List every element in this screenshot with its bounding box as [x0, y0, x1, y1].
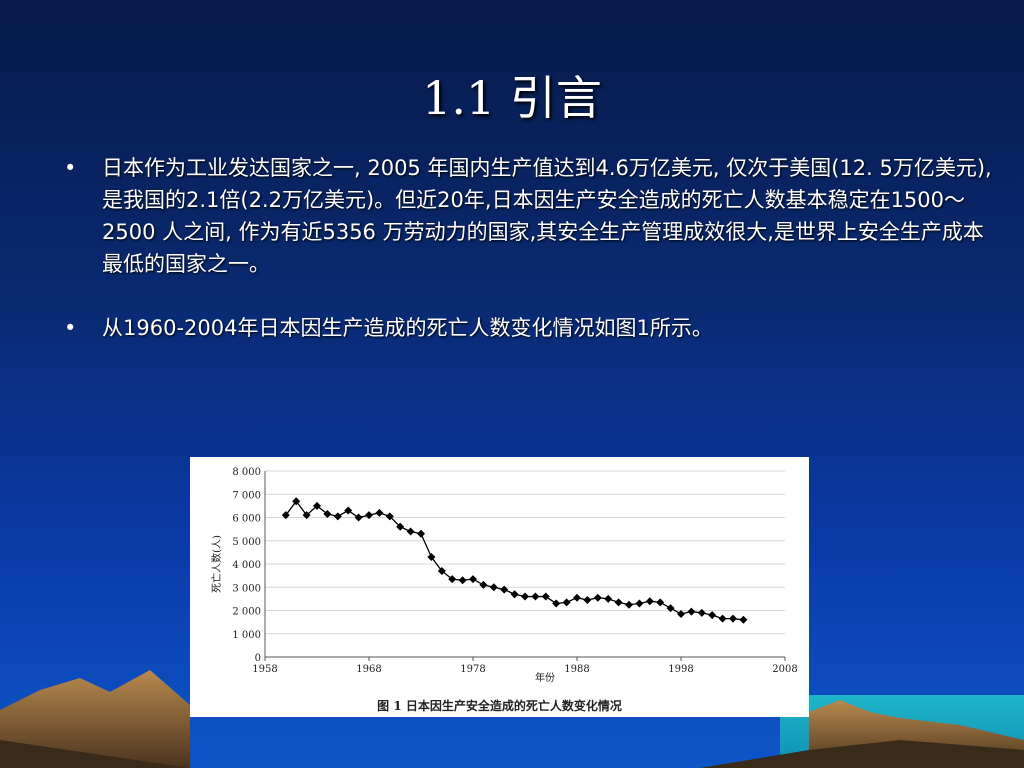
data-point-marker — [614, 598, 623, 607]
data-point-marker — [687, 607, 696, 616]
y-tick-label: 7 000 — [232, 490, 261, 501]
bullet-marker: • — [64, 316, 77, 340]
data-point-marker — [479, 580, 488, 589]
bullet-item: • 从1960-2004年日本因生产造成的死亡人数变化情况如图1所示。 — [62, 312, 1002, 344]
data-point-marker — [500, 585, 509, 594]
y-axis-label: 死亡人数(人) — [210, 535, 223, 593]
data-point-marker — [729, 614, 737, 623]
data-point-marker — [417, 529, 425, 538]
x-tick-label: 2008 — [772, 664, 797, 675]
data-point-marker — [469, 575, 477, 584]
data-point-marker — [635, 599, 644, 608]
data-point-marker — [562, 598, 571, 607]
data-point-marker — [510, 590, 519, 599]
x-tick-label: 1978 — [460, 664, 485, 675]
data-point-marker — [437, 566, 446, 575]
data-point-marker — [385, 512, 394, 521]
x-axis-label: 年份 — [535, 671, 555, 684]
y-tick-label: 4 000 — [232, 560, 261, 571]
y-tick-label: 6 000 — [232, 514, 261, 525]
chart-caption: 图 1 日本因生产安全造成的死亡人数变化情况 — [377, 699, 622, 713]
data-point-marker — [354, 513, 363, 522]
data-point-marker — [656, 598, 665, 607]
x-tick-label: 1988 — [564, 664, 589, 675]
x-tick-label: 1998 — [668, 664, 693, 675]
slide-title: 1.1 引言 — [422, 71, 602, 125]
y-tick-label: 3 000 — [232, 583, 261, 594]
data-point-marker — [458, 576, 467, 585]
data-point-marker — [344, 506, 353, 515]
data-point-marker — [333, 512, 342, 521]
data-point-marker — [427, 553, 436, 562]
y-tick-label: 8 000 — [232, 467, 261, 478]
data-point-marker — [448, 575, 457, 584]
data-point-marker — [583, 596, 592, 605]
data-point-marker — [718, 614, 727, 623]
data-point-marker — [625, 600, 633, 609]
data-point-marker — [521, 592, 529, 601]
y-tick-label: 0 — [255, 653, 261, 664]
data-point-marker — [489, 583, 498, 592]
mountain-landscape — [0, 670, 1024, 768]
data-point-marker — [739, 615, 748, 624]
data-point-marker — [281, 511, 290, 520]
data-point-marker — [365, 511, 373, 520]
bullet-text: 日本作为工业发达国家之一, 2005 年国内生产值达到4.6万亿美元, 仅次于美… — [102, 156, 992, 276]
x-tick-label: 1958 — [252, 664, 277, 675]
y-tick-label: 5 000 — [232, 537, 261, 548]
y-tick-label: 2 000 — [232, 607, 261, 618]
data-point-marker — [677, 609, 685, 618]
data-point-marker — [666, 604, 675, 613]
data-point-marker — [573, 593, 581, 602]
data-point-marker — [531, 592, 540, 601]
data-point-marker — [697, 608, 706, 617]
data-point-marker — [396, 522, 405, 531]
series-line — [285, 500, 744, 621]
data-point-marker — [593, 593, 602, 602]
data-point-marker — [323, 510, 332, 519]
data-point-marker — [552, 599, 561, 608]
data-point-marker — [313, 501, 321, 510]
data-point-marker — [645, 597, 654, 606]
bullet-list: • 日本作为工业发达国家之一, 2005 年国内生产值达到4.6万亿美元, 仅次… — [62, 152, 1002, 376]
chart-figure: 0 1 000 2 000 3 000 4 000 5 000 6 000 7 000 8 00… — [190, 457, 809, 717]
data-point-marker — [375, 508, 384, 517]
bullet-marker: • — [64, 156, 77, 180]
data-point-marker — [302, 511, 311, 520]
line-chart: 0 1 000 2 000 3 000 4 000 5 000 6 000 7 000 8 00… — [210, 467, 798, 684]
data-point-marker — [708, 611, 717, 620]
data-point-marker — [541, 592, 550, 601]
data-point-marker — [292, 497, 301, 506]
bullet-text: 从1960-2004年日本因生产造成的死亡人数变化情况如图1所示。 — [102, 316, 713, 340]
data-point-marker — [406, 527, 415, 536]
y-tick-label: 1 000 — [232, 630, 261, 641]
bullet-item: • 日本作为工业发达国家之一, 2005 年国内生产值达到4.6万亿美元, 仅次… — [62, 152, 1002, 280]
data-point-marker — [604, 594, 613, 603]
x-tick-label: 1968 — [356, 664, 381, 675]
